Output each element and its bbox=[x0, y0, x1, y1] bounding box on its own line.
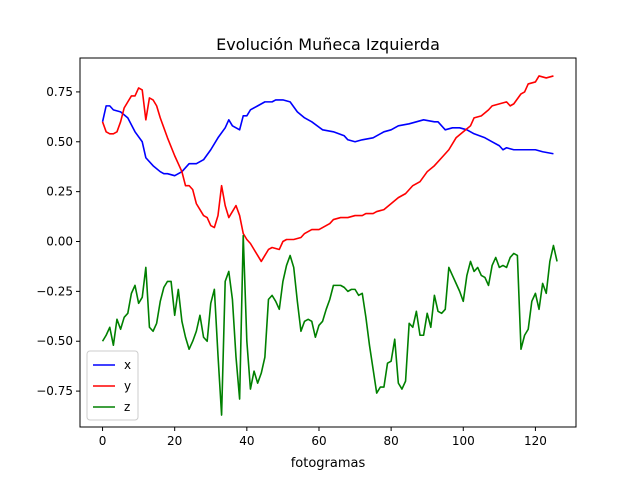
x-axis: 0 20 40 60 80 100 120 bbox=[99, 427, 547, 448]
x-axis-label: fotogramas bbox=[291, 456, 366, 471]
y-tick-label: 0.75 bbox=[46, 85, 73, 99]
y-tick-label: 0.25 bbox=[46, 185, 73, 199]
x-tick-label: 100 bbox=[452, 434, 475, 448]
x-tick-label: 120 bbox=[524, 434, 547, 448]
x-tick-label: 40 bbox=[239, 434, 254, 448]
legend-label-x: x bbox=[124, 358, 131, 372]
chart-title: Evolución Muñeca Izquierda bbox=[216, 35, 440, 54]
y-axis: −0.75 −0.50 −0.25 0.00 0.25 0.50 0.75 bbox=[36, 85, 80, 398]
y-tick-label: −0.25 bbox=[36, 284, 73, 298]
plot-frame bbox=[79, 57, 577, 428]
series-line-y bbox=[101, 75, 554, 263]
legend-label-z: z bbox=[124, 400, 130, 414]
y-tick-label: −0.75 bbox=[36, 384, 73, 398]
y-tick-label: 0.50 bbox=[46, 135, 73, 149]
plot-area bbox=[101, 75, 558, 416]
legend-label-y: y bbox=[124, 379, 131, 393]
x-tick-label: 0 bbox=[99, 434, 107, 448]
x-tick-label: 80 bbox=[383, 434, 398, 448]
y-tick-label: −0.50 bbox=[36, 334, 73, 348]
series-line-z bbox=[101, 234, 558, 416]
x-tick-label: 60 bbox=[311, 434, 326, 448]
x-tick-label: 20 bbox=[167, 434, 182, 448]
y-tick-label: 0.00 bbox=[46, 235, 73, 249]
series-line-x bbox=[101, 99, 554, 177]
legend: xyz bbox=[86, 350, 139, 421]
